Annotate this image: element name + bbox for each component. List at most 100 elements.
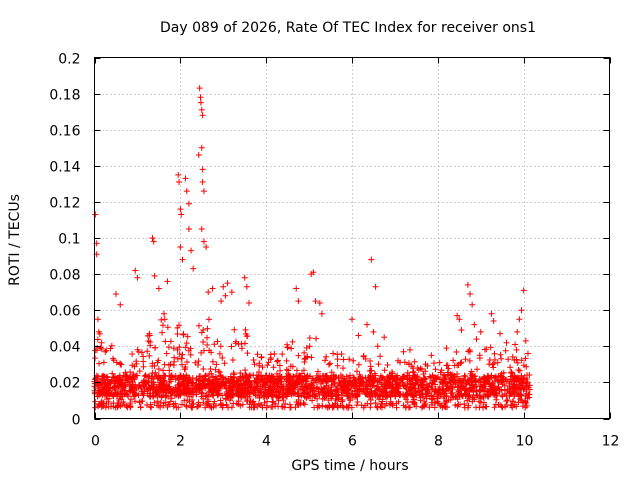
y-tick-label: 0.04 bbox=[49, 340, 80, 356]
data-point bbox=[95, 403, 102, 410]
data-point bbox=[233, 378, 240, 385]
data-point bbox=[482, 385, 489, 392]
data-point bbox=[179, 351, 186, 358]
data-point bbox=[377, 373, 384, 380]
data-point bbox=[300, 367, 307, 374]
data-point bbox=[329, 393, 336, 400]
data-point bbox=[98, 398, 105, 405]
data-point bbox=[522, 337, 529, 344]
data-point bbox=[222, 395, 229, 402]
data-point bbox=[245, 387, 252, 394]
data-point bbox=[159, 329, 166, 336]
data-point bbox=[119, 376, 126, 383]
data-point bbox=[209, 285, 216, 292]
data-point bbox=[167, 390, 174, 397]
data-point bbox=[374, 383, 380, 390]
data-point bbox=[244, 350, 251, 357]
data-point bbox=[332, 390, 339, 397]
data-point bbox=[340, 365, 347, 372]
data-point bbox=[513, 346, 520, 353]
data-point bbox=[462, 386, 469, 393]
y-tick-label: 0.02 bbox=[49, 376, 80, 392]
data-point bbox=[112, 290, 119, 297]
data-point bbox=[306, 393, 313, 400]
data-point bbox=[199, 390, 206, 397]
data-point bbox=[155, 285, 162, 292]
data-point bbox=[117, 380, 124, 387]
data-point bbox=[205, 316, 212, 323]
data-point bbox=[503, 339, 510, 346]
data-point bbox=[513, 356, 520, 363]
data-point bbox=[103, 347, 110, 354]
data-point bbox=[523, 390, 530, 397]
data-point bbox=[298, 379, 305, 386]
data-point bbox=[97, 344, 104, 351]
data-point bbox=[304, 375, 311, 382]
data-point bbox=[372, 400, 379, 407]
data-point bbox=[426, 392, 433, 399]
data-point bbox=[205, 377, 212, 384]
data-point bbox=[306, 335, 313, 342]
data-point bbox=[336, 379, 343, 386]
data-point bbox=[382, 385, 389, 392]
data-point bbox=[479, 383, 486, 390]
data-point bbox=[442, 374, 449, 381]
data-point bbox=[183, 340, 190, 347]
data-point bbox=[217, 400, 224, 407]
data-point bbox=[226, 397, 233, 404]
data-point bbox=[445, 371, 452, 378]
data-point bbox=[224, 391, 231, 398]
data-point bbox=[464, 281, 471, 288]
data-point bbox=[313, 335, 320, 342]
data-point bbox=[237, 373, 244, 380]
data-point bbox=[199, 112, 206, 119]
data-point bbox=[117, 403, 124, 410]
data-point bbox=[241, 381, 248, 388]
data-point bbox=[409, 376, 416, 383]
data-point bbox=[511, 372, 518, 379]
data-point bbox=[406, 385, 413, 392]
data-point bbox=[376, 392, 383, 399]
data-point bbox=[345, 404, 352, 411]
data-point bbox=[164, 324, 171, 331]
data-point bbox=[281, 375, 288, 382]
data-point bbox=[410, 369, 417, 376]
data-point bbox=[505, 356, 512, 363]
data-point bbox=[219, 381, 226, 388]
data-point bbox=[285, 377, 292, 384]
data-point bbox=[157, 382, 164, 389]
data-point bbox=[273, 388, 280, 395]
data-point bbox=[497, 351, 504, 358]
data-point bbox=[443, 393, 450, 400]
data-point bbox=[211, 398, 218, 405]
chart-title: Day 089 of 2026, Rate Of TEC Index for r… bbox=[160, 20, 536, 36]
x-tick-label: 6 bbox=[348, 434, 357, 450]
data-point bbox=[215, 368, 222, 375]
data-point bbox=[174, 330, 181, 337]
data-point bbox=[251, 402, 258, 409]
data-point bbox=[195, 358, 202, 365]
data-point bbox=[200, 238, 207, 245]
data-point bbox=[255, 373, 262, 380]
data-point bbox=[106, 387, 113, 394]
data-point bbox=[403, 396, 410, 403]
data-point bbox=[393, 381, 400, 388]
data-point bbox=[207, 365, 214, 372]
data-point bbox=[94, 393, 101, 400]
data-point bbox=[171, 358, 178, 365]
data-point bbox=[252, 392, 259, 399]
data-point bbox=[138, 349, 145, 356]
data-point bbox=[255, 379, 262, 386]
data-point bbox=[518, 357, 525, 364]
data-point bbox=[286, 376, 293, 383]
data-point bbox=[147, 393, 154, 400]
data-point bbox=[480, 403, 487, 410]
data-point bbox=[102, 348, 109, 355]
data-point bbox=[312, 298, 319, 305]
data-point bbox=[383, 388, 390, 395]
data-point bbox=[323, 353, 330, 360]
data-point bbox=[477, 328, 484, 335]
data-point bbox=[301, 349, 308, 356]
data-point bbox=[428, 399, 435, 406]
